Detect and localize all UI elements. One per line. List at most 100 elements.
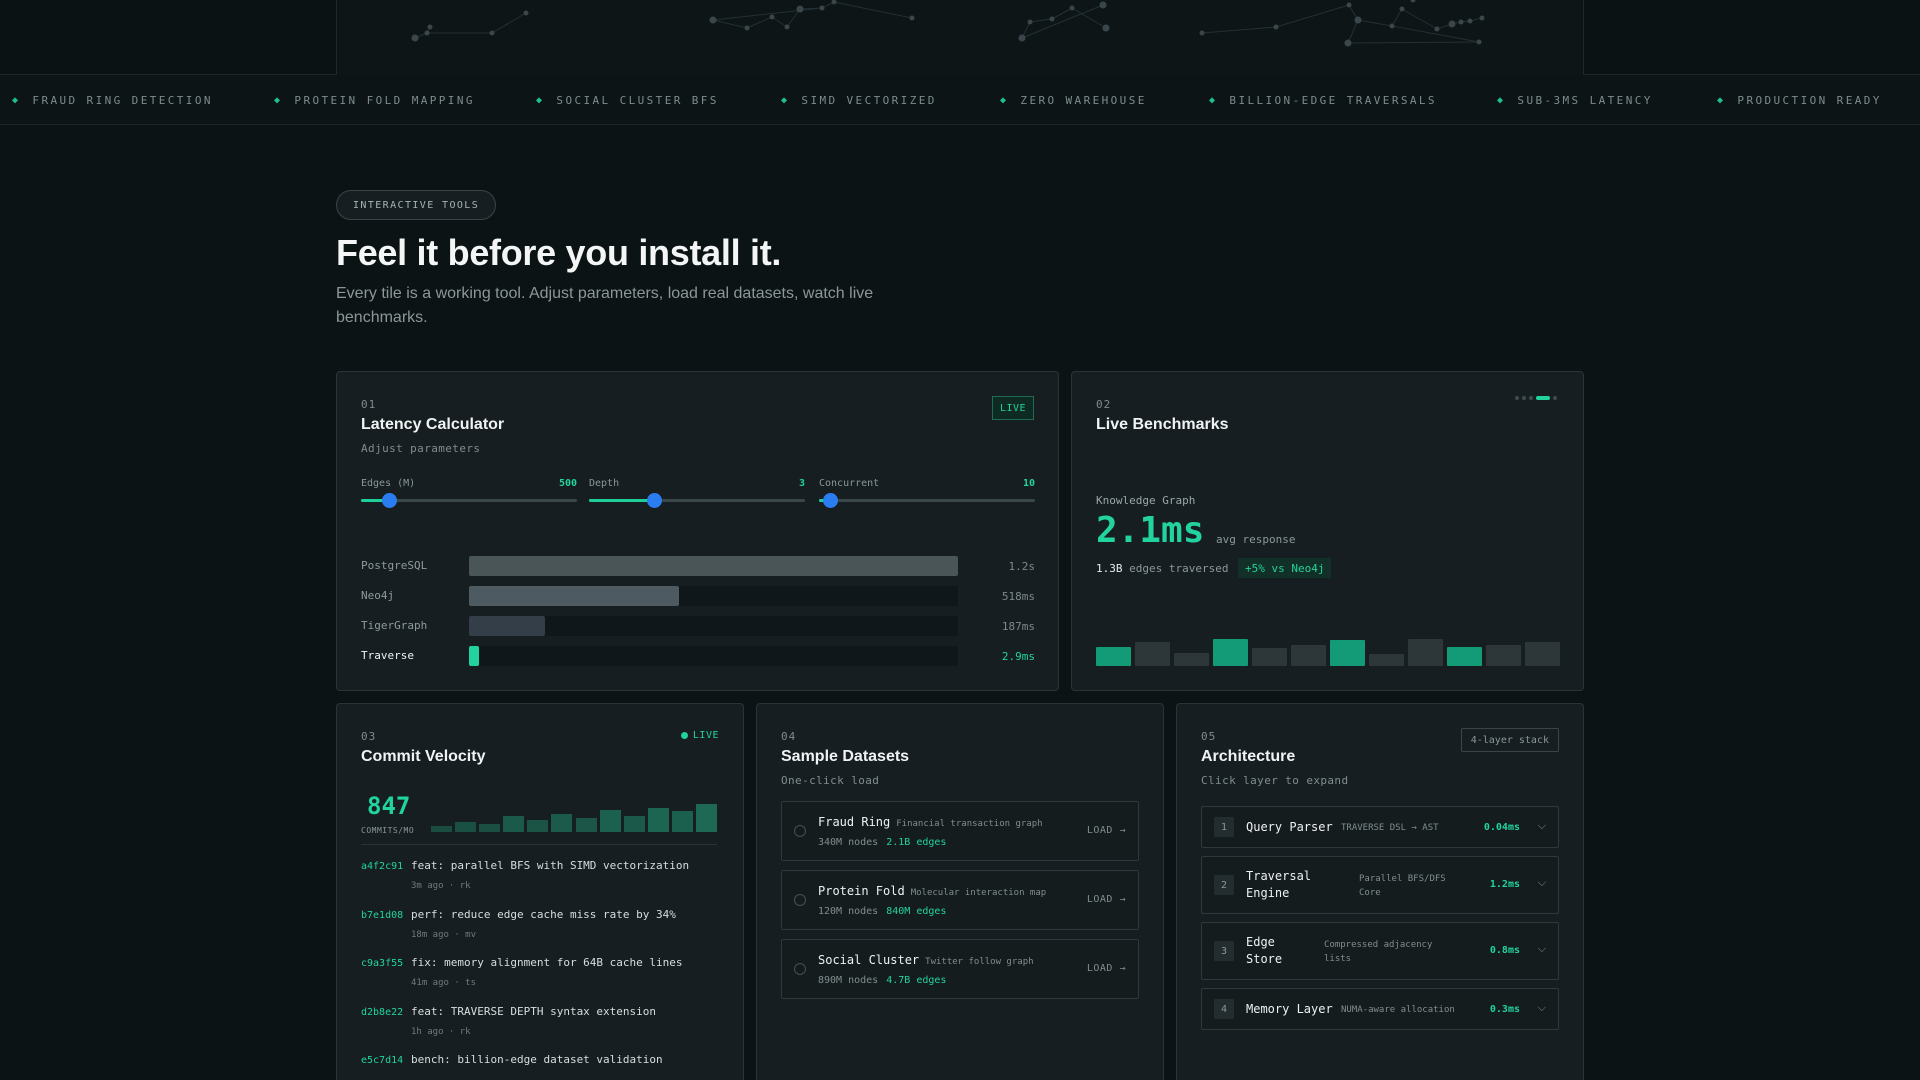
slider-handle[interactable] — [646, 493, 662, 508]
slider-fill — [589, 499, 654, 502]
divider — [361, 844, 717, 845]
dataset-fraud-ring[interactable]: Fraud Ring Financial transaction graph 34… — [781, 801, 1139, 861]
load-button[interactable]: LOAD → — [1086, 894, 1126, 905]
chevron-down-icon[interactable]: ⌵ — [1537, 877, 1546, 889]
slider-label: Edges (M) — [361, 478, 416, 489]
commit-count: 847 — [367, 792, 411, 820]
network-edge — [1275, 4, 1350, 28]
commit-hash[interactable]: a4f2c91 — [361, 861, 404, 872]
radio-button[interactable] — [794, 963, 806, 975]
chevron-down-icon[interactable]: ⌵ — [1537, 1002, 1546, 1014]
latency-calculator-card: 01 Latency Calculator Adjust parameters … — [336, 371, 1059, 691]
commit-bar — [623, 815, 645, 832]
live-indicator: LIVE — [680, 730, 719, 741]
layer-memory-layer[interactable]: 4 Memory Layer NUMA-aware allocation 0.3… — [1201, 988, 1559, 1030]
commit-hash[interactable]: e5c7d14 — [361, 1055, 404, 1066]
network-node — [1479, 15, 1485, 21]
diamond-icon: ◆ — [781, 94, 790, 106]
load-button[interactable]: LOAD → — [1086, 825, 1126, 836]
chevron-down-icon[interactable]: ⌵ — [1537, 943, 1546, 955]
concurrent-slider[interactable]: Concurrent 10 — [819, 478, 1035, 508]
network-edge — [1029, 18, 1053, 23]
layer-traversal-engine[interactable]: 2 Traversal Engine Parallel BFS/DFS Core… — [1201, 856, 1559, 914]
carousel-dot-active[interactable] — [1536, 396, 1550, 400]
diamond-icon: ◆ — [274, 94, 283, 106]
dataset-protein-fold[interactable]: Protein Fold Molecular interaction map 12… — [781, 870, 1139, 930]
layer-edge-store[interactable]: 3 Edge Store Compressed adjacency lists … — [1201, 922, 1559, 980]
live-benchmarks-card: 02 Live Benchmarks Knowledge Graph 2.1ms… — [1071, 371, 1584, 691]
dataset-stats: 340M nodes 2.1B edges — [818, 837, 947, 848]
network-edge — [1051, 7, 1073, 20]
network-node — [709, 16, 717, 24]
commit-bar — [551, 814, 573, 832]
slider-handle[interactable] — [382, 493, 398, 508]
network-edge — [1347, 41, 1480, 44]
benchmark-bar — [1408, 638, 1443, 666]
commit-message: perf: reduce edge cache miss rate by 34% — [411, 908, 676, 921]
radio-button[interactable] — [794, 894, 806, 906]
commit-bar — [431, 825, 452, 832]
commit-count-label: COMMITS/MO — [361, 826, 415, 835]
slider-value: 500 — [558, 478, 577, 489]
network-node — [819, 5, 825, 11]
carousel-dot[interactable] — [1553, 396, 1557, 400]
network-node — [1389, 23, 1395, 29]
network-node — [1458, 19, 1464, 25]
network-node — [796, 5, 804, 13]
layer-number: 4 — [1214, 999, 1234, 1019]
slider-handle[interactable] — [822, 493, 838, 508]
load-button[interactable]: LOAD → — [1086, 963, 1126, 974]
bar-track — [469, 556, 958, 576]
carousel-dots[interactable] — [1515, 396, 1557, 400]
commit-velocity-card: 03 Commit Velocity LIVE 847 COMMITS/MO a… — [336, 703, 744, 1080]
radio-button[interactable] — [794, 825, 806, 837]
network-node — [1346, 2, 1352, 8]
edges-slider[interactable]: Edges (M) 500 — [361, 478, 577, 508]
card-subtitle: Adjust parameters — [361, 442, 481, 455]
slider-track[interactable] — [589, 493, 805, 508]
card-number: 04 — [781, 730, 797, 743]
chevron-down-icon[interactable]: ⌵ — [1537, 820, 1546, 832]
network-node — [1018, 34, 1026, 42]
benchmark-bar — [1096, 646, 1131, 666]
card-number: 02 — [1096, 398, 1112, 411]
slider-track[interactable] — [361, 493, 577, 508]
carousel-dot[interactable] — [1529, 396, 1533, 400]
commit-meta: 18m ago · mv — [411, 930, 477, 940]
bar-track — [469, 586, 958, 606]
carousel-dot[interactable] — [1515, 396, 1519, 400]
card-title: Latency Calculator — [361, 416, 505, 433]
carousel-dot[interactable] — [1522, 396, 1526, 400]
network-node — [1344, 39, 1352, 47]
layer-query-parser[interactable]: 1 Query Parser TRAVERSE DSL → AST 0.04ms… — [1201, 806, 1559, 848]
benchmark-label: Knowledge Graph — [1096, 494, 1196, 507]
diamond-icon: ◆ — [536, 94, 545, 106]
hero-network-strip — [0, 0, 1920, 75]
commit-bar — [671, 810, 693, 832]
network-node — [831, 0, 837, 5]
layer-name: Memory Layer — [1246, 1002, 1333, 1016]
db-name: PostgreSQL — [361, 559, 428, 572]
layer-description: NUMA-aware allocation — [1341, 1005, 1455, 1015]
commit-bar — [599, 809, 621, 832]
dataset-social-cluster[interactable]: Social Cluster Twitter follow graph 890M … — [781, 939, 1139, 999]
network-node — [1102, 24, 1110, 32]
commit-hash[interactable]: b7e1d08 — [361, 910, 404, 921]
network-node — [784, 24, 790, 30]
commit-message: feat: parallel BFS with SIMD vectorizati… — [411, 859, 690, 872]
network-edge — [1347, 19, 1359, 44]
slider-track[interactable] — [819, 493, 1035, 508]
network-node — [427, 24, 433, 30]
latency-row-neo4j: Neo4j 518ms — [361, 586, 1035, 606]
network-node — [1476, 39, 1482, 45]
card-number: 01 — [361, 398, 377, 411]
live-badge: LIVE — [992, 396, 1034, 420]
network-graphic — [411, 0, 1485, 47]
network-node — [744, 25, 750, 31]
depth-slider[interactable]: Depth 3 — [589, 478, 805, 508]
latency-bar — [469, 646, 479, 666]
commit-hash[interactable]: c9a3f55 — [361, 958, 404, 969]
card-number: 05 — [1201, 730, 1217, 743]
commit-hash[interactable]: d2b8e22 — [361, 1007, 404, 1018]
network-edge — [712, 7, 823, 21]
